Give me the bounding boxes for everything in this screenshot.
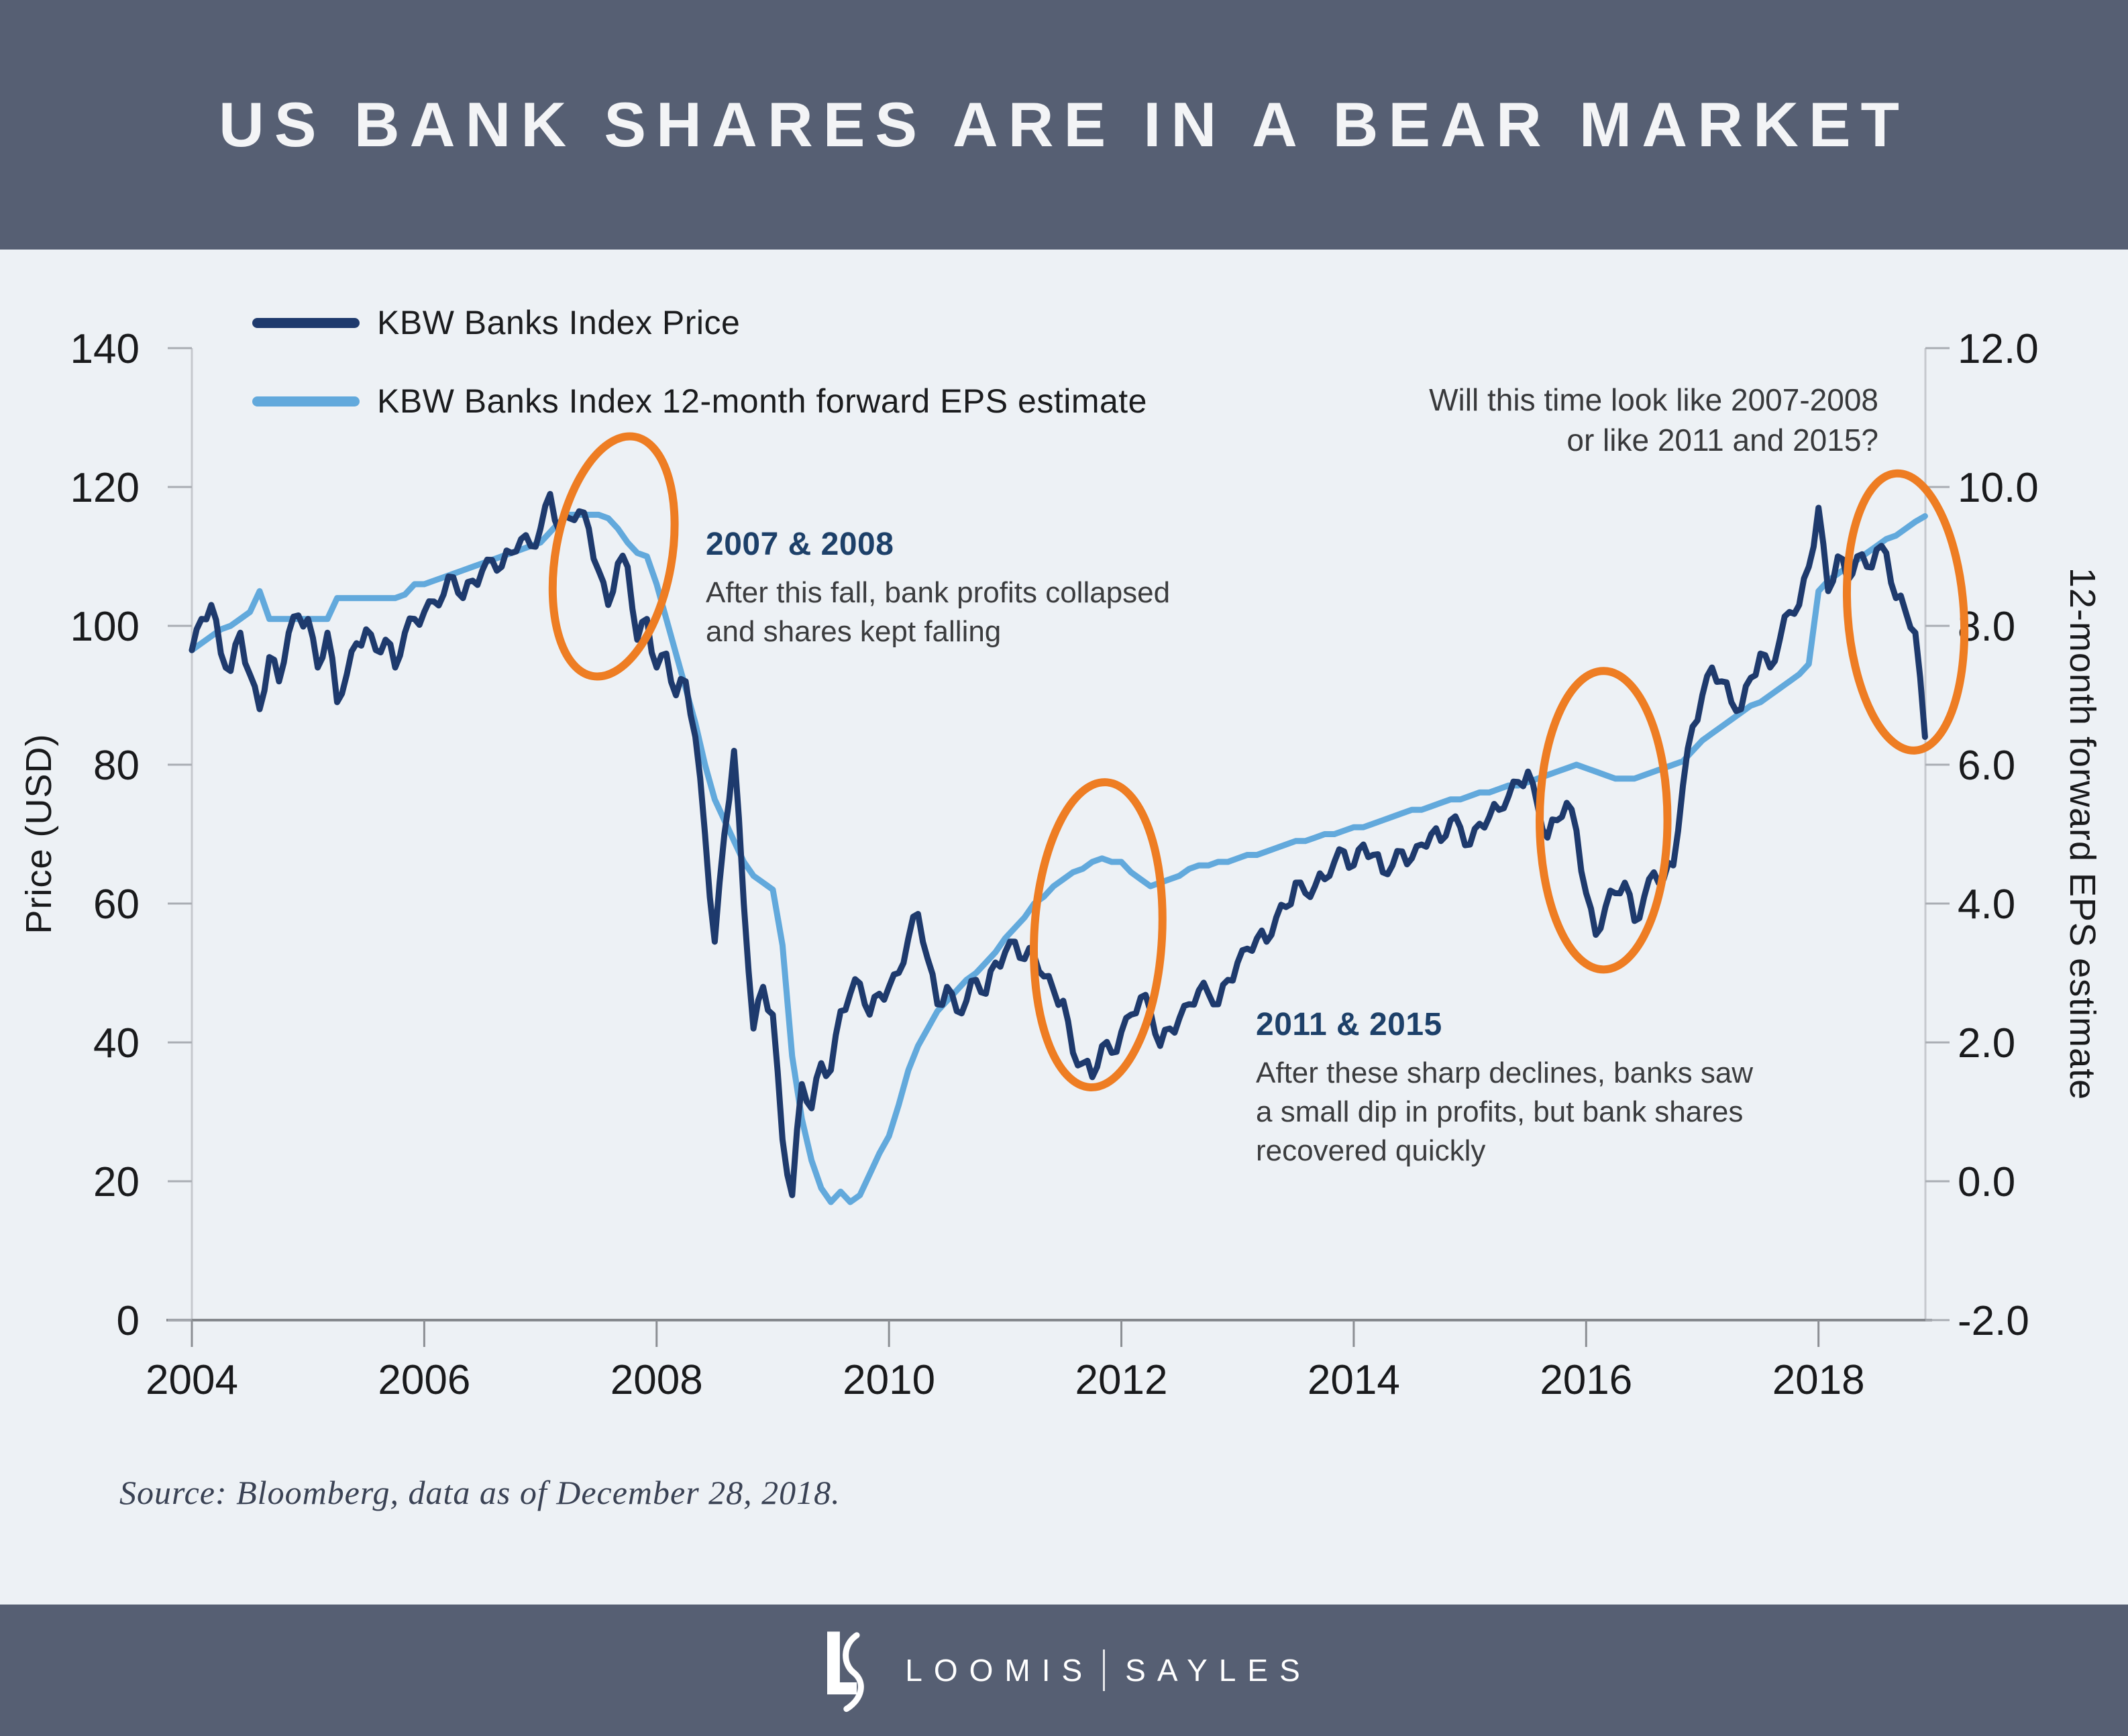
left-axis-title: Price (USD): [19, 733, 59, 934]
highlight-ellipse: [1030, 778, 1167, 1092]
highlight-ellipse: [548, 432, 679, 681]
x-tick-label: 2006: [378, 1357, 470, 1403]
x-tick-label: 2016: [1540, 1357, 1632, 1403]
annotation-2011-2015-line3: recovered quickly: [1256, 1134, 1486, 1167]
x-tick-label: 2004: [146, 1357, 238, 1403]
y-left-tick-label: 100: [70, 604, 140, 650]
legend-item-eps: KBW Banks Index 12-month forward EPS est…: [252, 382, 1147, 421]
legend-label-price: KBW Banks Index Price: [377, 304, 741, 341]
annotation-2011-2015-line2: a small dip in profits, but bank shares: [1256, 1095, 1744, 1128]
highlight-ellipse: [1536, 667, 1672, 974]
legend-item-price: KBW Banks Index Price: [252, 303, 740, 342]
eps-line-swatch: [252, 396, 360, 406]
annotation-2007-2008-line1: After this fall, bank profits collapsed: [706, 576, 1171, 609]
y-left-tick-label: 40: [93, 1020, 140, 1067]
annotation-2007-2008-line2: and shares kept falling: [706, 615, 1002, 648]
y-left-tick-label: 0: [117, 1298, 140, 1344]
annotation-2011-2015-title: 2011 & 2015: [1256, 1007, 1442, 1042]
page-title: US BANK SHARES ARE IN A BEAR MARKET: [219, 89, 1909, 160]
annotation-question: Will this time look like 2007-2008 or li…: [1429, 380, 1878, 460]
x-tick-label: 2014: [1308, 1357, 1400, 1403]
brand-sayles: SAYLES: [1125, 1653, 1312, 1688]
header-band: US BANK SHARES ARE IN A BEAR MARKET: [0, 0, 2128, 250]
annotation-question-line2: or like 2011 and 2015?: [1566, 423, 1878, 457]
x-tick-label: 2012: [1075, 1357, 1168, 1403]
x-tick-label: 2018: [1772, 1357, 1865, 1403]
annotation-question-line1: Will this time look like 2007-2008: [1429, 382, 1878, 417]
y-left-tick-label: 140: [70, 326, 140, 372]
loomis-sayles-logo-icon: [827, 1631, 864, 1713]
y-left-tick-label: 20: [93, 1159, 140, 1205]
y-right-tick-label: 6.0: [1958, 743, 2015, 789]
brand-divider: [1103, 1649, 1106, 1691]
y-right-tick-label: 12.0: [1958, 326, 2039, 372]
right-axis-title: 12-month forward EPS estimate: [2062, 567, 2103, 1101]
annotation-2011-2015-line1: After these sharp declines, banks saw: [1256, 1056, 1754, 1089]
y-left-tick-label: 60: [93, 881, 140, 928]
y-right-tick-label: 2.0: [1958, 1020, 2015, 1067]
brand-loomis: LOOMIS: [905, 1653, 1094, 1688]
y-right-tick-label: 0.0: [1958, 1159, 2015, 1205]
y-left-tick-label: 80: [93, 743, 140, 789]
x-tick-label: 2010: [843, 1357, 935, 1403]
y-right-tick-label: 4.0: [1958, 881, 2015, 928]
annotation-2011-2015: 2011 & 2015 After these sharp declines, …: [1256, 1006, 1753, 1171]
price-line: [189, 490, 1928, 1199]
annotation-2007-2008: 2007 & 2008 After this fall, bank profit…: [706, 526, 1170, 651]
legend-label-eps: KBW Banks Index 12-month forward EPS est…: [377, 382, 1147, 420]
source-note: Source: Bloomberg, data as of December 2…: [119, 1474, 841, 1511]
y-left-tick-label: 120: [70, 465, 140, 511]
y-right-tick-label: 10.0: [1958, 465, 2039, 511]
annotation-2007-2008-title: 2007 & 2008: [706, 527, 894, 562]
footer-band: LOOMIS SAYLES: [0, 1605, 2128, 1736]
price-line-swatch: [252, 317, 360, 328]
y-right-tick-label: -2.0: [1958, 1298, 2029, 1344]
eps-line: [189, 511, 1928, 1205]
highlight-ellipse: [1842, 469, 1969, 755]
x-tick-label: 2008: [610, 1357, 703, 1403]
